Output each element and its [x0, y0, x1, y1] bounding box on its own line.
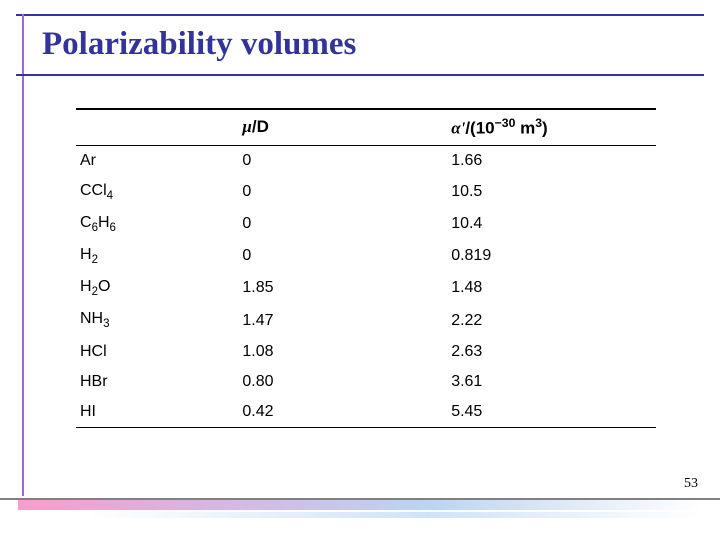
table-row: Ar01.66 [76, 145, 656, 176]
cell-alpha: 3.61 [447, 367, 656, 397]
col-header-mu: μ/D [238, 109, 447, 145]
table-row: HI0.425.45 [76, 397, 656, 428]
mu-symbol: μ [242, 117, 251, 136]
table-row: HCl1.082.63 [76, 337, 656, 367]
cell-alpha: 2.63 [447, 337, 656, 367]
cell-species: NH3 [76, 304, 238, 336]
cell-mu: 0 [238, 176, 447, 208]
alpha-unit: m [515, 119, 535, 138]
table-row: H200.819 [76, 240, 656, 272]
alpha-close: ) [542, 119, 548, 138]
cell-species: H2 [76, 240, 238, 272]
table-row: H2O1.851.48 [76, 272, 656, 304]
cell-alpha: 0.819 [447, 240, 656, 272]
cell-alpha: 1.66 [447, 145, 656, 176]
cell-species: HBr [76, 367, 238, 397]
cell-species: CCl4 [76, 176, 238, 208]
cell-species: HI [76, 397, 238, 428]
cell-species: H2O [76, 272, 238, 304]
alpha-open: /(10 [465, 119, 494, 138]
cell-alpha: 5.45 [447, 397, 656, 428]
polarizability-table-container: μ/D α'/(10−30 m3) Ar01.66CCl4010.5C6H601… [76, 108, 656, 428]
cell-alpha: 10.5 [447, 176, 656, 208]
page-number: 53 [684, 476, 698, 492]
table-row: CCl4010.5 [76, 176, 656, 208]
cell-mu: 1.85 [238, 272, 447, 304]
cell-species: Ar [76, 145, 238, 176]
cell-species: C6H6 [76, 208, 238, 240]
title-underline [16, 74, 704, 76]
cell-mu: 0.42 [238, 397, 447, 428]
col-header-species [76, 109, 238, 145]
cell-species: HCl [76, 337, 238, 367]
cell-mu: 1.08 [238, 337, 447, 367]
bottom-gradient-bar-2 [18, 512, 702, 518]
cell-mu: 1.47 [238, 304, 447, 336]
cell-mu: 0 [238, 208, 447, 240]
table-row: C6H6010.4 [76, 208, 656, 240]
slide-title: Polarizability volumes [42, 26, 356, 63]
table-row: NH31.472.22 [76, 304, 656, 336]
mu-unit: /D [252, 117, 269, 136]
table-row: HBr0.803.61 [76, 367, 656, 397]
table-body: Ar01.66CCl4010.5C6H6010.4H200.819H2O1.85… [76, 145, 656, 427]
cell-mu: 0 [238, 145, 447, 176]
bottom-gradient-bar [18, 500, 702, 510]
top-accent-line [16, 14, 704, 16]
cell-alpha: 10.4 [447, 208, 656, 240]
alpha-symbol: α [451, 119, 460, 138]
alpha-exponent: −30 [495, 116, 516, 130]
table-header-row: μ/D α'/(10−30 m3) [76, 109, 656, 145]
cell-mu: 0 [238, 240, 447, 272]
col-header-alpha: α'/(10−30 m3) [447, 109, 656, 145]
polarizability-table: μ/D α'/(10−30 m3) Ar01.66CCl4010.5C6H601… [76, 108, 656, 428]
cell-mu: 0.80 [238, 367, 447, 397]
cell-alpha: 2.22 [447, 304, 656, 336]
cell-alpha: 1.48 [447, 272, 656, 304]
left-accent-line [22, 14, 24, 496]
